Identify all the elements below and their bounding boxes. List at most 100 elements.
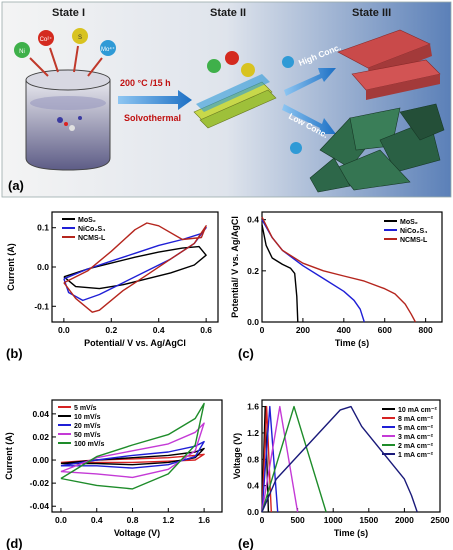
ion-s-icon — [72, 28, 88, 44]
series-line-3 — [261, 405, 299, 513]
x-tick-label: 1.6 — [198, 515, 210, 525]
chart-d: 0.0 0.4 0.8 1.2 1.6 -0.04 -0.02 0.00 0.02 0.04 Vol… — [4, 399, 223, 550]
legend-entry: NiCo₂S₄ — [78, 226, 105, 233]
series-line-4 — [261, 405, 327, 513]
x-tick-label: 0.2 — [105, 325, 117, 335]
x-axis-title: Potential/ V vs. Ag/AgCl — [84, 338, 186, 348]
nanoflower-icon — [309, 103, 445, 193]
svg-text:Mo⁴⁺: Mo⁴⁺ — [101, 46, 115, 53]
y-tick-label: 0.0 — [247, 317, 259, 327]
legend-entry: NCMS-L — [400, 237, 428, 244]
y-tick-label: -0.04 — [30, 501, 50, 511]
panel-label: (b) — [6, 346, 23, 361]
legend-entry: MoS₂ — [400, 219, 418, 226]
series-line-0 — [63, 245, 207, 290]
nanosheet-icon — [193, 51, 277, 129]
series-line-4 — [60, 402, 205, 490]
legend-entry: 10 mA cm⁻² — [398, 407, 438, 414]
legend-entry: 5 mV/s — [74, 405, 97, 412]
ion-co-icon — [38, 30, 54, 46]
legend-entry: 3 mA cm⁻² — [398, 434, 434, 441]
series-line-5 — [261, 405, 418, 513]
legend-entry: 100 mV/s — [74, 441, 104, 448]
panel-a: State I State II State III Ni Co²⁺ S Mo⁴… — [1, 1, 452, 198]
state-1-label: State I — [52, 7, 85, 19]
x-tick-label: 200 — [296, 325, 310, 335]
legend-entry: 8 mA cm⁻² — [398, 416, 434, 423]
svg-text:Co²⁺: Co²⁺ — [40, 36, 53, 43]
x-axis-title: Time (s) — [334, 528, 368, 538]
x-tick-label: 500 — [291, 515, 305, 525]
y-tick-label: 0.8 — [247, 454, 259, 464]
series-line-3 — [60, 422, 205, 479]
x-tick-label: 400 — [337, 325, 351, 335]
panel-label: (c) — [238, 346, 254, 361]
series-line-2 — [261, 405, 279, 513]
y-axis-title: Current (A) — [4, 432, 14, 480]
y-axis-title: Potential/ V vs. Ag/AgCl — [230, 216, 240, 318]
series-line-2 — [63, 222, 207, 313]
y-tick-label: 0.02 — [32, 432, 49, 442]
ion-mo-icon — [100, 40, 116, 56]
panel-label: (d) — [6, 536, 23, 550]
legend-entry: 20 mV/s — [74, 423, 101, 430]
series-line-2 — [60, 440, 205, 469]
y-tick-label: 0.00 — [32, 455, 49, 465]
panel-a-label: (a) — [8, 178, 24, 193]
x-tick-label: 0.4 — [153, 325, 165, 335]
y-tick-label: 0.0 — [37, 262, 49, 272]
plot-frame — [261, 211, 443, 323]
x-tick-label: 2500 — [431, 515, 450, 525]
arrow-solvothermal-label: Solvothermal — [124, 113, 181, 123]
nanorod-icon — [337, 29, 441, 100]
x-tick-label: 0.8 — [127, 515, 139, 525]
x-tick-label: 600 — [378, 325, 392, 335]
state-3-label: State III — [352, 7, 391, 19]
y-tick-label: 0.4 — [247, 481, 259, 491]
x-axis-title: Voltage (V) — [114, 528, 160, 538]
x-tick-label: 0.0 — [58, 325, 70, 335]
legend-entry: NiCo₂S₄ — [400, 228, 427, 235]
chart-b: 0.0 0.2 0.4 0.6 -0.1 0.0 0.1 Potential/ V vs. A… — [6, 211, 219, 361]
legend-entry: 50 mV/s — [74, 432, 101, 439]
legend-entry: NCMS-L — [78, 235, 106, 242]
series-line-1 — [261, 405, 272, 513]
y-tick-label: 0.2 — [247, 266, 259, 276]
ion-ni-icon — [14, 42, 30, 58]
x-tick-label: 2000 — [395, 515, 414, 525]
solvothermal-arrow: 200 °C /15 h Solvothermal — [118, 78, 192, 123]
legend-entry: MoS₂ — [78, 217, 96, 224]
chart-e: 0 500 1000 1500 2000 2500 0.0 0.4 0.8 1.2 1.6 Time … — [232, 399, 450, 550]
state-2-label: State II — [210, 7, 246, 19]
legend-entry: 5 mA cm⁻² — [398, 425, 434, 432]
series-line-2 — [261, 216, 417, 323]
y-tick-label: 1.6 — [247, 402, 259, 412]
y-tick-label: 0.1 — [37, 223, 49, 233]
x-axis-title: Time (s) — [335, 338, 369, 348]
y-axis-title: Voltage (V) — [232, 433, 242, 479]
series-line-1 — [60, 447, 205, 466]
beaker-icon — [25, 69, 111, 171]
y-tick-label: 0.0 — [247, 507, 259, 517]
series-line-0 — [60, 453, 205, 464]
svg-text:Ni: Ni — [19, 49, 25, 55]
y-tick-label: 0.04 — [32, 409, 49, 419]
arrow-condition-label: 200 °C /15 h — [120, 78, 171, 88]
panel-label: (e) — [238, 536, 254, 550]
y-tick-label: -0.02 — [30, 478, 50, 488]
x-tick-label: 0.0 — [55, 515, 67, 525]
y-tick-label: -0.1 — [34, 301, 49, 311]
mo-ion-high-icon — [282, 56, 294, 68]
x-tick-label: 0 — [260, 325, 265, 335]
svg-text:S: S — [78, 35, 82, 41]
legend-entry: 10 mV/s — [74, 414, 101, 421]
x-tick-label: 1500 — [359, 515, 378, 525]
legend-entry: 1 mA cm⁻² — [398, 452, 434, 459]
y-tick-label: 1.2 — [247, 428, 259, 438]
mo-ion-low-icon — [290, 142, 302, 154]
x-tick-label: 1000 — [324, 515, 343, 525]
plot-frame — [51, 211, 219, 323]
series-line-0 — [261, 224, 299, 323]
x-tick-label: 1.2 — [162, 515, 174, 525]
